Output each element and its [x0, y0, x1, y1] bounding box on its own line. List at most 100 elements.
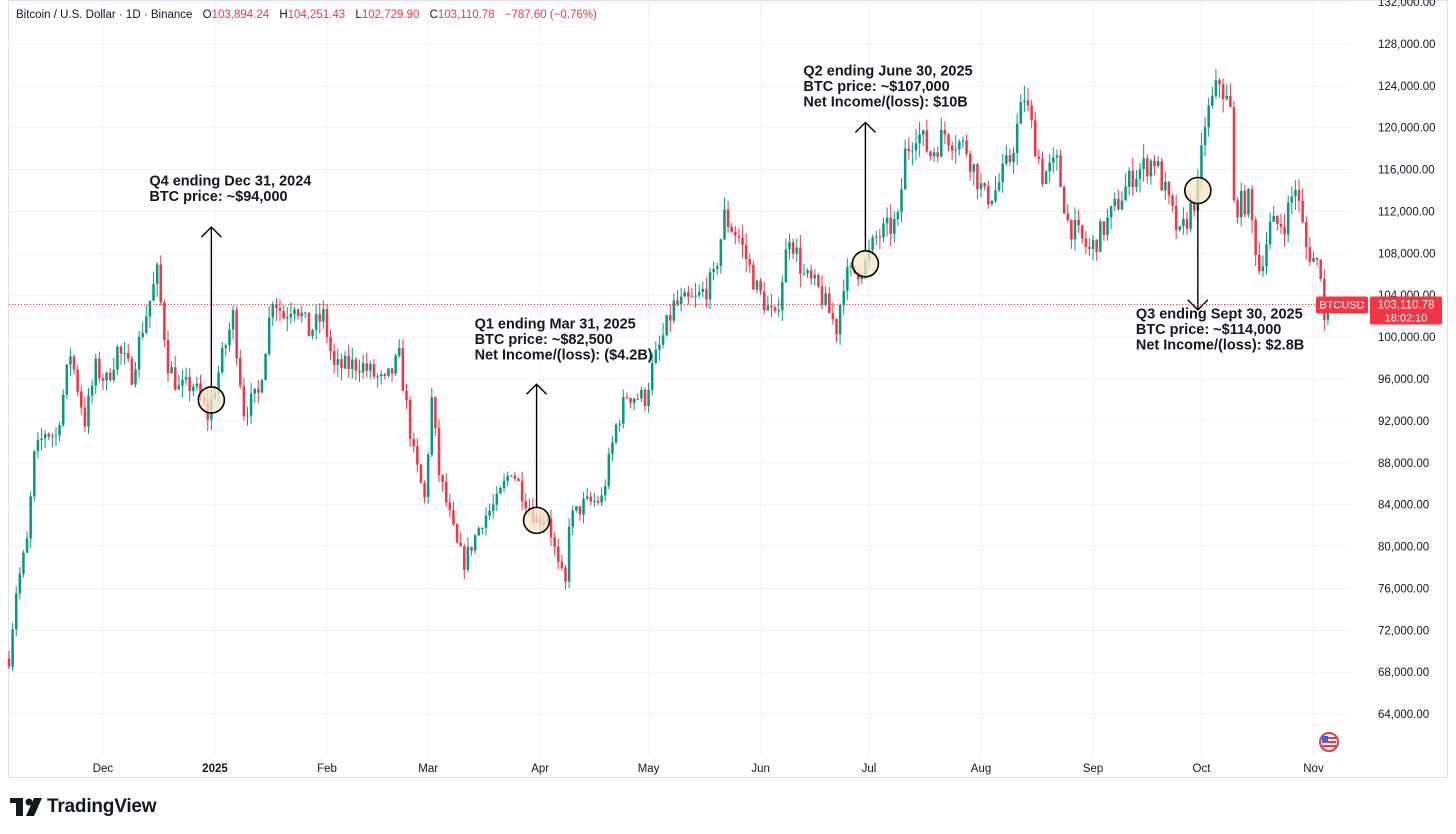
candle-body — [36, 440, 40, 452]
candle-body — [697, 291, 701, 296]
candle-body — [123, 353, 126, 355]
candle-body — [119, 346, 123, 354]
time-tick-label: Dec — [93, 763, 114, 775]
candle-body — [755, 280, 759, 290]
candle-body — [126, 353, 130, 359]
candle-body — [878, 236, 882, 238]
candle-body — [1019, 102, 1023, 124]
annotation-text: BTC price: ~$114,000 — [1136, 322, 1282, 338]
candle-body — [329, 337, 332, 352]
candle-body — [434, 397, 437, 429]
candle-body — [1109, 206, 1113, 218]
candle-body — [76, 369, 79, 392]
candle-countdown: 18:02:10 — [1385, 313, 1428, 325]
candle-body — [766, 305, 770, 311]
candle-body — [444, 481, 448, 503]
candle-body — [499, 488, 502, 494]
candle-body — [372, 363, 376, 377]
candle-body — [1138, 169, 1142, 179]
candle-body — [220, 347, 224, 373]
close-label: C — [429, 9, 438, 21]
arrow-head — [854, 121, 876, 133]
candle-body — [744, 244, 748, 260]
candle-body — [661, 335, 665, 345]
candle-body — [224, 345, 228, 348]
candle-body — [1229, 95, 1232, 108]
candle-body — [188, 376, 191, 392]
candle-body — [314, 314, 318, 330]
candle-body — [441, 475, 444, 482]
candle-body — [466, 546, 470, 570]
candle-body — [293, 309, 296, 314]
candle-body — [618, 423, 621, 425]
tradingview-logo[interactable]: TradingView — [10, 796, 157, 818]
candle-body — [1200, 145, 1203, 180]
candle-body — [29, 496, 32, 539]
candle-body — [1203, 127, 1207, 146]
high-label: H — [279, 9, 288, 21]
candle-body — [1145, 158, 1149, 177]
candle-body — [98, 358, 101, 379]
us-flag-icon[interactable] — [1319, 732, 1339, 752]
candle-body — [1149, 160, 1153, 177]
candle-body — [564, 568, 567, 582]
candle-body — [217, 372, 220, 394]
candle-body — [813, 274, 817, 279]
candle-body — [571, 510, 574, 527]
candle-body — [1308, 247, 1312, 262]
candle-body — [170, 367, 173, 374]
candle-body — [726, 209, 730, 227]
candle-body — [914, 143, 918, 151]
candle-body — [1044, 171, 1048, 184]
candle-body — [990, 200, 994, 205]
candle-body — [1005, 155, 1008, 164]
candle-body — [423, 482, 426, 498]
candle-body — [416, 446, 419, 465]
candle-body — [1102, 221, 1106, 236]
candle-body — [228, 329, 231, 346]
candle-body — [163, 302, 166, 341]
candle-body — [257, 388, 260, 393]
candle-body — [1073, 219, 1077, 240]
candle-body — [278, 308, 282, 312]
candle-body — [1221, 84, 1225, 100]
price-tick-label: 80,000.00 — [1378, 542, 1429, 554]
candle-body — [654, 349, 658, 363]
symbol-title[interactable]: Bitcoin / U.S. Dollar · 1D · Binance — [16, 9, 193, 21]
price-tick-label: 112,000.00 — [1378, 206, 1435, 218]
candle-body — [672, 300, 676, 321]
candle-body — [495, 493, 499, 505]
candle-body — [828, 293, 831, 314]
candle-body — [712, 268, 715, 273]
low-value: 102,729.90 — [361, 9, 420, 21]
chart-frame — [8, 0, 1448, 778]
candle-body — [1247, 189, 1250, 215]
price-axis[interactable]: 132,000.00 128,000.00 124,000.00 120,000.00… — [1378, 0, 1436, 721]
candle-body — [116, 346, 119, 370]
last-price-value: 103,110.78 — [1378, 300, 1435, 312]
candle-body — [759, 280, 762, 292]
annotation-text: BTC price: ~$94,000 — [149, 189, 287, 205]
price-tick-label: 72,000.00 — [1378, 625, 1429, 637]
candle-body — [459, 542, 462, 547]
candle-body — [260, 380, 264, 393]
candle-body — [665, 315, 668, 336]
candle-body — [1178, 226, 1182, 230]
candle-body — [365, 363, 369, 371]
candle-body — [152, 284, 155, 301]
candle-body — [510, 475, 513, 477]
candle-body — [777, 310, 780, 312]
candle-body — [69, 356, 72, 365]
candle-body — [1261, 266, 1265, 272]
candle-body — [394, 355, 397, 374]
candle-body — [401, 347, 405, 391]
candle-body — [968, 153, 972, 172]
candle-body — [1283, 226, 1286, 235]
candle-body — [921, 130, 925, 135]
candle-body — [426, 454, 430, 498]
candle-body — [925, 130, 929, 152]
time-axis[interactable]: Dec 2025 Feb Mar Apr May Jun Jul Aug Sep Oct Nov — [93, 763, 1324, 775]
candle-body — [7, 658, 11, 667]
candle-body — [58, 425, 61, 436]
